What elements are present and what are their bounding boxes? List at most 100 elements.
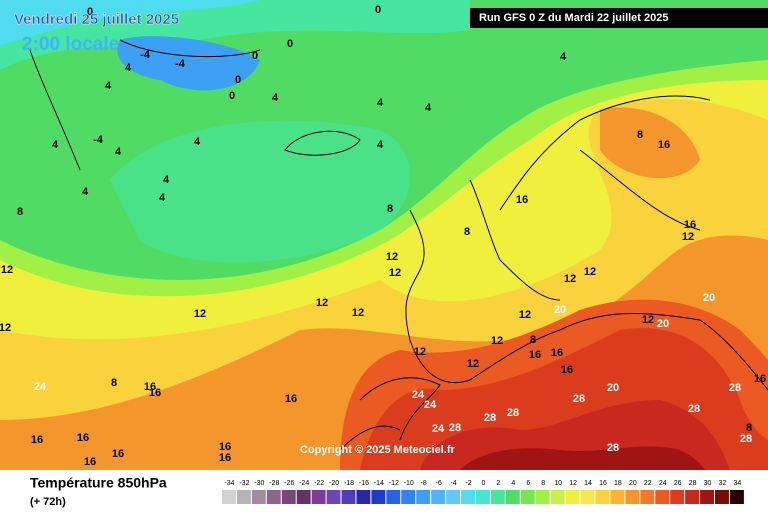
contour-label: 16 xyxy=(754,373,766,385)
run-info: Run GFS 0 Z du Mardi 22 juillet 2025 xyxy=(479,12,669,24)
scale-swatch xyxy=(311,490,326,504)
scale-swatch xyxy=(281,490,296,504)
zone xyxy=(0,0,260,45)
contour-label: 4 xyxy=(163,174,170,186)
copyright: Copyright © 2025 Meteociel.fr xyxy=(300,444,456,456)
scale-swatch xyxy=(296,490,311,504)
contour-label: 12 xyxy=(519,309,531,321)
scale-label: 26 xyxy=(674,480,682,487)
contour-label: 8 xyxy=(637,129,643,141)
scale-label: -16 xyxy=(359,480,369,487)
contour-label: 4 xyxy=(52,139,59,151)
scale-swatch xyxy=(580,490,595,504)
contour-label: 8 xyxy=(17,206,23,218)
zone xyxy=(117,36,260,91)
contour-label: 16 xyxy=(31,434,43,446)
scale-label: -30 xyxy=(254,480,264,487)
scale-swatch xyxy=(475,490,490,504)
scale-swatch xyxy=(386,490,401,504)
contour-label: 28 xyxy=(740,433,752,445)
scale-label: -8 xyxy=(421,480,427,487)
contour-label: 0 xyxy=(252,50,258,62)
zone xyxy=(460,446,705,470)
variable-name: Température 850hPa xyxy=(30,475,167,491)
contour-label: 20 xyxy=(657,318,669,330)
scale-label: 6 xyxy=(526,480,530,487)
scale-label: -32 xyxy=(239,480,249,487)
scale-label: 14 xyxy=(584,480,592,487)
scale-swatch xyxy=(371,490,386,504)
scale-label: -2 xyxy=(465,480,471,487)
scale-label: 20 xyxy=(629,480,637,487)
scale-swatch xyxy=(520,490,535,504)
contour-label: 12 xyxy=(414,346,426,358)
contour-label: 16 xyxy=(84,456,96,468)
contour-label: 28 xyxy=(688,403,700,415)
scale-label: 22 xyxy=(644,480,652,487)
contour-label: 4 xyxy=(194,136,201,148)
scale-label: 32 xyxy=(719,480,727,487)
scale-label: 4 xyxy=(511,480,515,487)
contour-label: 12 xyxy=(194,308,206,320)
scale-label: -28 xyxy=(269,480,279,487)
contour-label: 16 xyxy=(219,452,231,464)
scale-swatch xyxy=(326,490,341,504)
contour-label: 20 xyxy=(607,382,619,394)
scale-swatch xyxy=(640,490,655,504)
contour-label: 12 xyxy=(0,322,11,334)
contour-label: 8 xyxy=(530,334,536,346)
map-time: 2:00 locale xyxy=(22,34,119,55)
zone xyxy=(600,107,700,179)
contour-label: 16 xyxy=(529,349,541,361)
scale-swatch xyxy=(222,490,236,504)
contour-label: 0 xyxy=(235,74,241,86)
scale-label: 12 xyxy=(569,480,577,487)
contour-label: 12 xyxy=(491,335,503,347)
contour-label: 0 xyxy=(229,90,235,102)
contour-label: 16 xyxy=(551,347,563,359)
scale-label: 30 xyxy=(704,480,712,487)
contour-label: 4 xyxy=(272,92,279,104)
contour-label: 12 xyxy=(386,251,398,263)
contour-label: 12 xyxy=(1,264,13,276)
contour-label: 28 xyxy=(507,407,519,419)
scale-label: -10 xyxy=(404,480,414,487)
contour-label: 20 xyxy=(554,304,566,316)
contour-label: 16 xyxy=(285,393,297,405)
coastlines xyxy=(29,39,768,451)
contour-label: 8 xyxy=(111,377,117,389)
contour-label: 16 xyxy=(684,219,696,231)
contour-label: -4 xyxy=(175,58,186,70)
contour-label: 12 xyxy=(564,273,576,285)
contour-label: 12 xyxy=(467,358,479,370)
contour-label: 4 xyxy=(560,51,567,63)
scale-swatch xyxy=(670,490,685,504)
contour-label: 28 xyxy=(573,393,585,405)
contour-label: 24 xyxy=(432,423,445,435)
scale-label: 16 xyxy=(599,480,607,487)
scale-label: 34 xyxy=(734,480,742,487)
contour-label: 16 xyxy=(561,364,573,376)
scale-label: -6 xyxy=(436,480,442,487)
scale-swatch xyxy=(655,490,670,504)
contour-label: 4 xyxy=(115,146,122,158)
scale-label: 8 xyxy=(541,480,545,487)
scale-swatch xyxy=(416,490,431,504)
contour-label: 12 xyxy=(352,307,364,319)
scale-label: -4 xyxy=(450,480,456,487)
scale-swatch xyxy=(461,490,475,504)
scale-swatch xyxy=(341,490,356,504)
scale-label: -24 xyxy=(299,480,309,487)
contour-label: 0 xyxy=(287,38,293,50)
contour-label: 24 xyxy=(412,389,425,401)
scale-swatch xyxy=(446,490,461,504)
scale-label: -22 xyxy=(314,480,324,487)
scale-swatch xyxy=(236,490,251,504)
scale-swatch xyxy=(685,490,700,504)
scale-swatch xyxy=(729,490,744,504)
scale-label: -18 xyxy=(344,480,354,487)
scale-label: 10 xyxy=(554,480,562,487)
contour-label: 4 xyxy=(125,62,132,74)
contour-label: 20 xyxy=(703,292,715,304)
